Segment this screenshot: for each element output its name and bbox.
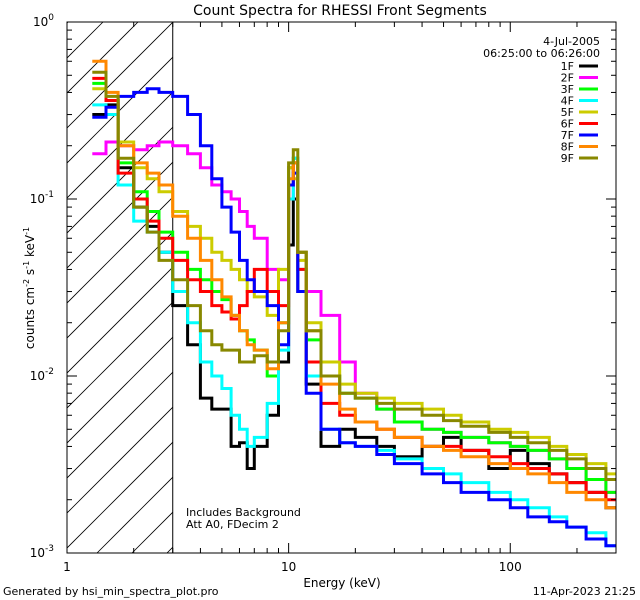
legend-label: 1F <box>561 60 574 73</box>
series-line-7f <box>92 87 616 548</box>
y-tick-label: 10-2 <box>30 367 54 383</box>
y-tick-label: 10-1 <box>30 190 54 206</box>
chart-title: Count Spectra for RHESSI Front Segments <box>193 3 487 19</box>
y-tick-exponent: -1 <box>45 190 54 200</box>
hatch-line <box>67 301 173 409</box>
header-date: 4-Jul-2005 <box>543 35 600 48</box>
legend-label: 6F <box>561 118 574 131</box>
series-line-8f <box>92 59 616 510</box>
hatch-line <box>67 126 173 234</box>
legend-label: 5F <box>561 106 574 119</box>
y-tick-base: 10 <box>30 546 45 560</box>
y-tick-exponent: 0 <box>48 13 54 23</box>
legend-label: 8F <box>561 141 574 154</box>
hatch-line <box>67 91 173 199</box>
legend-label: 3F <box>561 83 574 96</box>
footer-timestamp: 11-Apr-2023 21:25 <box>533 585 636 598</box>
plot-frame <box>66 21 617 554</box>
hatch-line <box>67 336 173 444</box>
hatch-line <box>67 22 173 129</box>
hatch-line <box>67 406 173 514</box>
legend-label: 4F <box>561 95 574 108</box>
legend-label: 2F <box>561 72 574 85</box>
hatch-line <box>67 22 104 59</box>
y-axis-label-exp: -1 <box>22 261 31 269</box>
y-axis-label-part: s <box>23 269 37 279</box>
annotation-attenuator: Att A0, FDecim 2 <box>186 518 279 531</box>
y-tick-base: 10 <box>30 192 45 206</box>
footer-generated-by: Generated by hsi_min_spectra_plot.pro <box>3 585 219 598</box>
hatch-line <box>67 266 173 374</box>
y-axis-label-exp: -1 <box>22 227 31 235</box>
series-layer <box>92 59 616 548</box>
hatch-line <box>67 231 173 339</box>
legend-label: 9F <box>561 152 574 165</box>
x-tick-label: 10 <box>281 560 296 574</box>
hatch-line <box>67 196 173 304</box>
y-axis-label-exp: -2 <box>22 279 31 287</box>
x-axis-label: Energy (keV) <box>303 576 380 590</box>
y-axis-label: counts cm-2 s-1 keV-1 <box>22 227 37 349</box>
x-tick-label: 100 <box>499 560 522 574</box>
y-tick-base: 10 <box>30 369 45 383</box>
y-tick-exponent: -2 <box>45 367 54 377</box>
series-line-2f <box>92 140 616 494</box>
y-tick-label: 10-3 <box>30 544 54 560</box>
y-axis-label-part: keV <box>23 234 37 261</box>
hatch-line <box>67 371 173 479</box>
x-tick-label: 1 <box>63 560 71 574</box>
y-axis-label-part: counts cm <box>23 287 37 349</box>
annotation-background: Includes Background <box>186 506 301 519</box>
y-tick-base: 10 <box>33 15 48 29</box>
legend-label: 7F <box>561 129 574 142</box>
series-line-9f <box>92 70 616 481</box>
y-tick-exponent: -3 <box>45 544 54 554</box>
header-time-range: 06:25:00 to 06:26:00 <box>483 47 600 60</box>
y-tick-label: 100 <box>33 13 54 29</box>
hatch-line <box>67 441 173 549</box>
